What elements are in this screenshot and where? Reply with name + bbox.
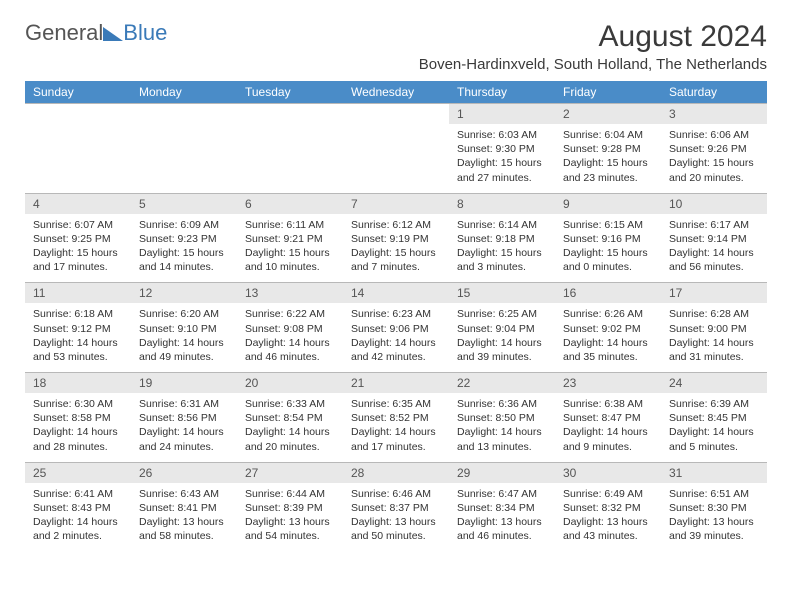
month-title: August 2024 [419,20,767,54]
day-num: 8 [449,193,555,214]
day-num: 21 [343,373,449,394]
day-num: 11 [25,283,131,304]
day-num: 15 [449,283,555,304]
day-num: 18 [25,373,131,394]
day-num [131,104,237,125]
day-header-row: SundayMondayTuesdayWednesdayThursdayFrid… [25,81,767,104]
day-content: Sunrise: 6:39 AM Sunset: 8:45 PM Dayligh… [661,393,767,462]
day-num: 27 [237,462,343,483]
week-0-content: Sunrise: 6:03 AM Sunset: 9:30 PM Dayligh… [25,124,767,193]
week-0-nums: 123 [25,104,767,125]
day-content: Sunrise: 6:23 AM Sunset: 9:06 PM Dayligh… [343,303,449,372]
day-num [237,104,343,125]
day-num: 24 [661,373,767,394]
day-content [237,124,343,193]
day-header-sunday: Sunday [25,81,131,104]
day-num: 22 [449,373,555,394]
day-content: Sunrise: 6:46 AM Sunset: 8:37 PM Dayligh… [343,483,449,552]
day-num: 14 [343,283,449,304]
day-content: Sunrise: 6:06 AM Sunset: 9:26 PM Dayligh… [661,124,767,193]
day-content: Sunrise: 6:18 AM Sunset: 9:12 PM Dayligh… [25,303,131,372]
day-content: Sunrise: 6:31 AM Sunset: 8:56 PM Dayligh… [131,393,237,462]
day-header-saturday: Saturday [661,81,767,104]
logo-text-2: Blue [123,20,167,46]
day-content: Sunrise: 6:47 AM Sunset: 8:34 PM Dayligh… [449,483,555,552]
day-content: Sunrise: 6:17 AM Sunset: 9:14 PM Dayligh… [661,214,767,283]
day-content: Sunrise: 6:25 AM Sunset: 9:04 PM Dayligh… [449,303,555,372]
day-num: 19 [131,373,237,394]
calendar-table: SundayMondayTuesdayWednesdayThursdayFrid… [25,81,767,551]
logo: General Blue [25,20,167,46]
day-num: 29 [449,462,555,483]
week-3-nums: 18192021222324 [25,373,767,394]
day-num [343,104,449,125]
page-header: General Blue August 2024 Boven-Hardinxve… [25,20,767,73]
day-content: Sunrise: 6:15 AM Sunset: 9:16 PM Dayligh… [555,214,661,283]
day-num: 17 [661,283,767,304]
day-content: Sunrise: 6:49 AM Sunset: 8:32 PM Dayligh… [555,483,661,552]
day-num: 9 [555,193,661,214]
day-num: 25 [25,462,131,483]
day-content: Sunrise: 6:20 AM Sunset: 9:10 PM Dayligh… [131,303,237,372]
day-content: Sunrise: 6:43 AM Sunset: 8:41 PM Dayligh… [131,483,237,552]
day-num: 3 [661,104,767,125]
day-num: 7 [343,193,449,214]
day-num: 23 [555,373,661,394]
location: Boven-Hardinxveld, South Holland, The Ne… [419,56,767,73]
week-2-nums: 11121314151617 [25,283,767,304]
day-content: Sunrise: 6:30 AM Sunset: 8:58 PM Dayligh… [25,393,131,462]
day-num: 20 [237,373,343,394]
day-content: Sunrise: 6:26 AM Sunset: 9:02 PM Dayligh… [555,303,661,372]
week-2-content: Sunrise: 6:18 AM Sunset: 9:12 PM Dayligh… [25,303,767,372]
day-num: 16 [555,283,661,304]
day-num: 28 [343,462,449,483]
day-num: 2 [555,104,661,125]
day-content [25,124,131,193]
day-num: 12 [131,283,237,304]
logo-text-1: General [25,20,103,46]
logo-triangle-icon [103,27,123,41]
day-content [131,124,237,193]
day-num [25,104,131,125]
day-content: Sunrise: 6:38 AM Sunset: 8:47 PM Dayligh… [555,393,661,462]
day-header-wednesday: Wednesday [343,81,449,104]
day-content: Sunrise: 6:09 AM Sunset: 9:23 PM Dayligh… [131,214,237,283]
day-num: 31 [661,462,767,483]
day-content: Sunrise: 6:11 AM Sunset: 9:21 PM Dayligh… [237,214,343,283]
day-num: 4 [25,193,131,214]
day-content: Sunrise: 6:44 AM Sunset: 8:39 PM Dayligh… [237,483,343,552]
week-4-nums: 25262728293031 [25,462,767,483]
day-num: 13 [237,283,343,304]
day-header-thursday: Thursday [449,81,555,104]
day-content: Sunrise: 6:22 AM Sunset: 9:08 PM Dayligh… [237,303,343,372]
day-content: Sunrise: 6:28 AM Sunset: 9:00 PM Dayligh… [661,303,767,372]
day-content: Sunrise: 6:36 AM Sunset: 8:50 PM Dayligh… [449,393,555,462]
day-num: 30 [555,462,661,483]
day-content: Sunrise: 6:41 AM Sunset: 8:43 PM Dayligh… [25,483,131,552]
week-3-content: Sunrise: 6:30 AM Sunset: 8:58 PM Dayligh… [25,393,767,462]
day-content: Sunrise: 6:12 AM Sunset: 9:19 PM Dayligh… [343,214,449,283]
day-content: Sunrise: 6:07 AM Sunset: 9:25 PM Dayligh… [25,214,131,283]
day-content: Sunrise: 6:51 AM Sunset: 8:30 PM Dayligh… [661,483,767,552]
day-content: Sunrise: 6:33 AM Sunset: 8:54 PM Dayligh… [237,393,343,462]
week-1-content: Sunrise: 6:07 AM Sunset: 9:25 PM Dayligh… [25,214,767,283]
day-content: Sunrise: 6:35 AM Sunset: 8:52 PM Dayligh… [343,393,449,462]
day-header-friday: Friday [555,81,661,104]
day-num: 1 [449,104,555,125]
week-4-content: Sunrise: 6:41 AM Sunset: 8:43 PM Dayligh… [25,483,767,552]
day-num: 10 [661,193,767,214]
day-header-monday: Monday [131,81,237,104]
week-1-nums: 45678910 [25,193,767,214]
header-right: August 2024 Boven-Hardinxveld, South Hol… [419,20,767,73]
day-content: Sunrise: 6:04 AM Sunset: 9:28 PM Dayligh… [555,124,661,193]
day-content: Sunrise: 6:14 AM Sunset: 9:18 PM Dayligh… [449,214,555,283]
day-content [343,124,449,193]
day-header-tuesday: Tuesday [237,81,343,104]
day-num: 5 [131,193,237,214]
day-num: 26 [131,462,237,483]
day-content: Sunrise: 6:03 AM Sunset: 9:30 PM Dayligh… [449,124,555,193]
day-num: 6 [237,193,343,214]
